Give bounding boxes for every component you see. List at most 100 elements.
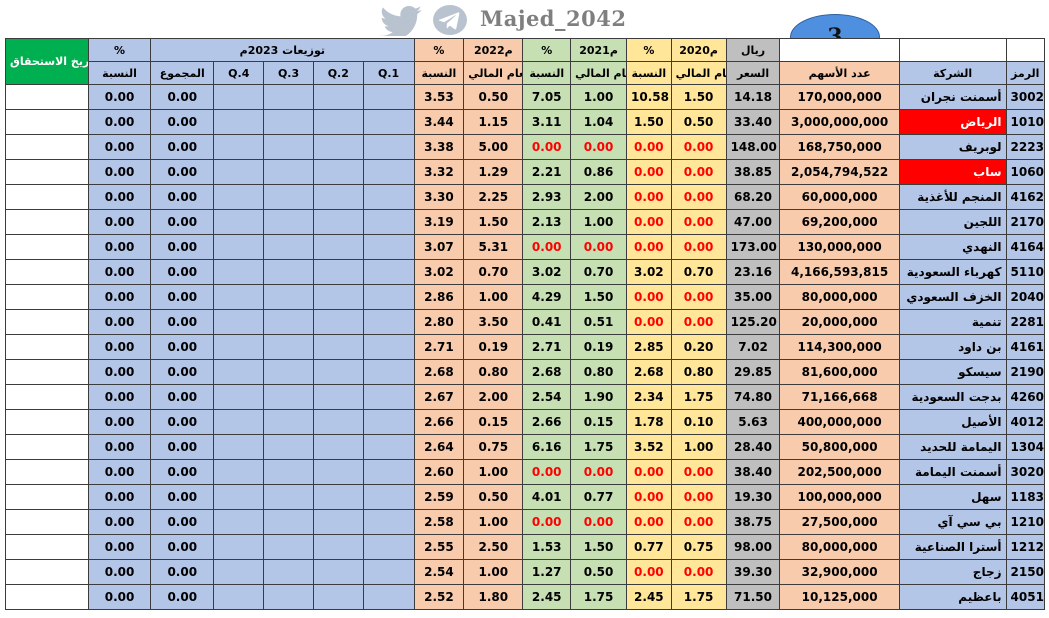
code-cell: 2040 [1005,284,1046,310]
r2020-cell: 2.34 [626,384,672,410]
year-2021-header: 2021م [570,38,628,62]
r2021-cell: 2.13 [522,209,572,235]
fy2021-cell: 1.50 [570,534,628,560]
q3-cell [263,259,314,285]
price-cell: 28.40 [725,434,781,460]
due-cell [5,559,89,585]
company-cell: بدجت السعودية [898,384,1007,410]
pct-2022-header: % [413,38,465,62]
ratio-cell: 0.00 [87,234,152,260]
ratio-2022-header: النسبة [413,61,465,85]
shares-cell: 114,300,000 [779,334,900,360]
r2022-cell: 2.80 [413,309,465,335]
ratio-cell: 0.00 [87,159,152,185]
company-cell: الخزف السعودي [898,284,1007,310]
q4-cell [213,584,265,610]
company-cell: بن داود [898,334,1007,360]
ratio-cell: 0.00 [87,209,152,235]
q1-cell [362,459,415,485]
r2020-cell: 2.68 [626,359,672,385]
q1-cell [362,584,415,610]
fy2021-cell: 1.50 [570,284,628,310]
riyal-header: ريال [725,38,781,62]
q1-cell [362,309,415,335]
shares-cell: 2,054,794,522 [779,159,900,185]
fiscal-2022-header: العام المالي [463,61,524,85]
q4-cell [213,134,265,160]
code-cell: 4162 [1005,184,1046,210]
r2020-cell: 0.00 [626,184,672,210]
fy2020-cell: 0.00 [670,159,727,185]
r2022-cell: 2.59 [413,484,465,510]
code-cell: 1010 [1005,109,1046,135]
fiscal-2020-header: العام المالي [670,61,727,85]
shares-cell: 100,000,000 [779,484,900,510]
company-cell: سيسكو [898,359,1007,385]
r2021-cell: 0.00 [522,509,572,535]
fy2022-cell: 0.70 [463,259,524,285]
q4-cell [213,259,265,285]
total-cell: 0.00 [150,459,215,485]
dividends-table: تاريخ الاستحقاق % توزيعات 2023م % 2022م … [5,38,1046,610]
header-row-top: تاريخ الاستحقاق % توزيعات 2023م % 2022م … [5,38,1046,85]
total-cell: 0.00 [150,234,215,260]
code-cell: 1210 [1005,509,1046,535]
table-row: 0.00 0.00 2.52 1.80 2.45 1.75 2.45 1.75 71.50 10,… [5,584,1046,610]
fy2021-cell: 0.00 [570,459,628,485]
q2-cell [312,309,364,335]
fy2020-cell: 0.00 [670,209,727,235]
due-cell [5,84,89,110]
fy2022-cell: 1.50 [463,209,524,235]
r2021-cell: 6.16 [522,434,572,460]
q1-cell [362,484,415,510]
fy2021-cell: 1.00 [570,209,628,235]
q1-cell [362,409,415,435]
fy2022-cell: 0.50 [463,84,524,110]
r2022-cell: 3.53 [413,84,465,110]
r2021-cell: 4.29 [522,284,572,310]
table-row: 0.00 0.00 2.58 1.00 0.00 0.00 0.00 0.00 38.75 27,… [5,509,1046,535]
q3-cell [263,384,314,410]
r2020-cell: 0.00 [626,234,672,260]
q3-cell [263,209,314,235]
shares-cell: 60,000,000 [779,184,900,210]
r2020-cell: 3.02 [626,259,672,285]
pct-2021-header: % [522,38,572,62]
fy2022-cell: 2.00 [463,384,524,410]
fy2020-cell: 1.75 [670,584,727,610]
due-cell [5,409,89,435]
r2021-cell: 2.54 [522,384,572,410]
q1-cell [362,434,415,460]
q3-cell [263,434,314,460]
q1-cell [362,159,415,185]
telegram-icon [433,5,467,35]
fy2020-cell: 0.00 [670,484,727,510]
code-cell: 1060 [1005,159,1046,185]
q4-cell [213,484,265,510]
ratio-cell: 0.00 [87,434,152,460]
q4-cell [213,84,265,110]
fy2021-cell: 1.04 [570,109,628,135]
q3-cell [263,409,314,435]
table-row: 0.00 0.00 3.02 0.70 3.02 0.70 3.02 0.70 23.16 4,1… [5,259,1046,285]
r2021-cell: 1.27 [522,559,572,585]
ratio-cell: 0.00 [87,84,152,110]
table-row: 0.00 0.00 2.60 1.00 0.00 0.00 0.00 0.00 38.40 202… [5,459,1046,485]
r2020-cell: 0.77 [626,534,672,560]
q3-cell [263,359,314,385]
company-cell: سهل [898,484,1007,510]
fy2022-cell: 5.00 [463,134,524,160]
code-cell: 4051 [1005,584,1046,610]
r2020-cell: 2.85 [626,334,672,360]
shares-cell: 32,900,000 [779,559,900,585]
q4-cell [213,234,265,260]
shares-cell: 10,125,000 [779,584,900,610]
fy2021-cell: 0.00 [570,134,628,160]
ratio-cell: 0.00 [87,184,152,210]
r2021-cell: 0.00 [522,134,572,160]
table-row: 0.00 0.00 3.30 2.25 2.93 2.00 0.00 0.00 68.20 60,… [5,184,1046,210]
fy2020-cell: 0.00 [670,284,727,310]
table-row: 0.00 0.00 2.67 2.00 2.54 1.90 2.34 1.75 74.80 71,… [5,384,1046,410]
q1-cell [362,384,415,410]
due-cell [5,134,89,160]
